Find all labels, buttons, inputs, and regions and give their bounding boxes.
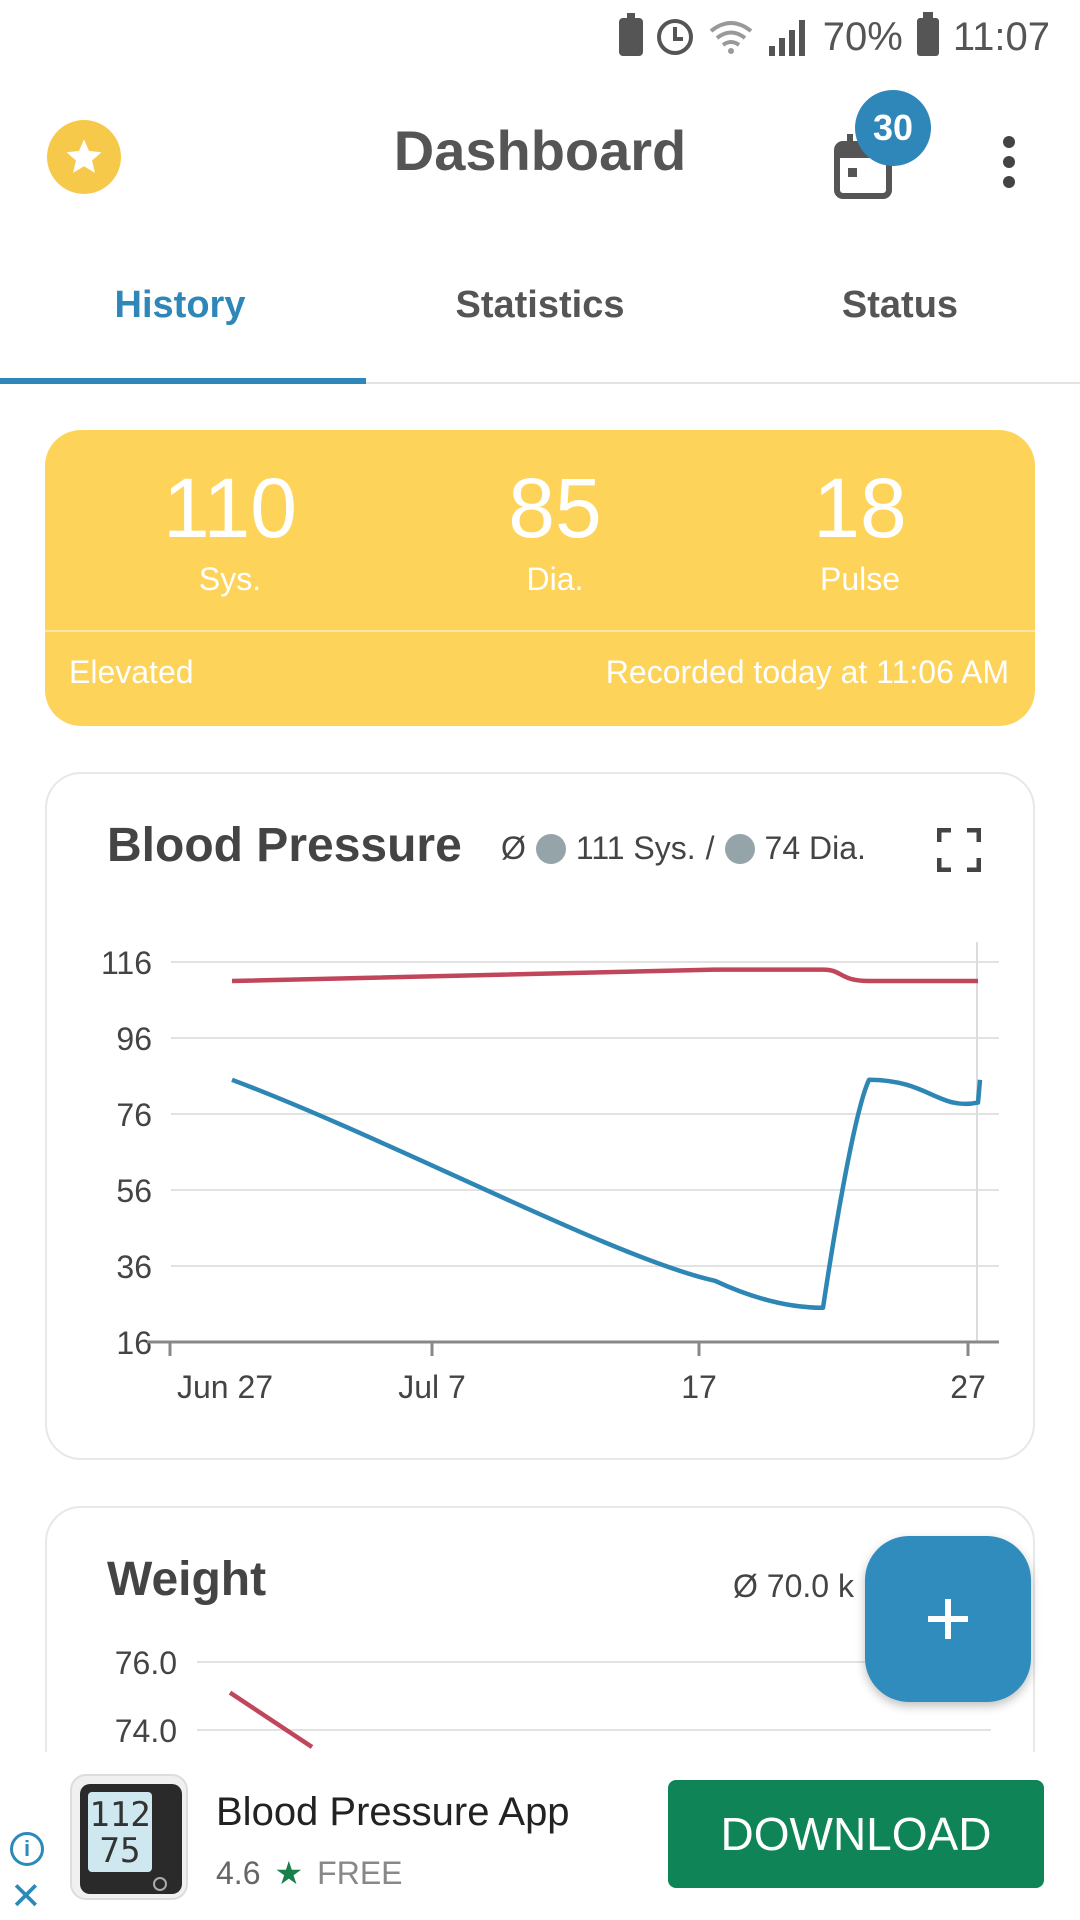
pulse-value-group: 18 Pulse bbox=[770, 460, 950, 598]
menu-dot bbox=[1003, 156, 1015, 168]
ad-info-icon[interactable]: i bbox=[10, 1832, 44, 1866]
alarm-icon bbox=[656, 19, 693, 55]
dia-legend-dot bbox=[724, 833, 755, 864]
expand-chart-button[interactable] bbox=[936, 827, 982, 873]
ad-price: FREE bbox=[317, 1854, 403, 1891]
avg-separator: / bbox=[705, 830, 715, 866]
avg-systolic: 111 Sys. bbox=[575, 830, 696, 866]
ad-banner[interactable]: i ✕ 112 75 Blood Pressure App 4.6 ★ FREE… bbox=[0, 1752, 1080, 1920]
y-tick-label: 116 bbox=[101, 945, 152, 981]
star-icon: ★ bbox=[274, 1855, 304, 1891]
svg-text:75: 75 bbox=[100, 1831, 141, 1871]
y-tick-label: 76.0 bbox=[115, 1645, 177, 1681]
battery-saver-icon bbox=[618, 13, 643, 56]
calendar-badge: 30 bbox=[855, 90, 931, 166]
systolic-value: 110 bbox=[163, 461, 297, 555]
average-symbol: Ø bbox=[501, 830, 526, 866]
x-tick-label: 27 bbox=[950, 1369, 986, 1405]
diastolic-value: 85 bbox=[508, 461, 602, 555]
clock: 11:07 bbox=[952, 14, 1050, 59]
y-tick-label: 36 bbox=[116, 1249, 152, 1285]
status-bar: 70% 11:07 bbox=[0, 0, 1080, 74]
y-tick-label: 76 bbox=[116, 1097, 152, 1133]
diastolic-label: Dia. bbox=[526, 561, 584, 597]
overflow-menu-button[interactable] bbox=[993, 132, 1025, 192]
battery-percent: 70% bbox=[822, 14, 903, 59]
y-tick-label: 16 bbox=[116, 1325, 152, 1361]
wifi-icon bbox=[709, 21, 753, 54]
recorded-time: Recorded today at 11:06 AM bbox=[605, 654, 1009, 690]
reading-footer: Elevated Recorded today at 11:06 AM bbox=[69, 654, 1009, 691]
more-vert-icon bbox=[1003, 136, 1015, 148]
weight-average: Ø 70.0 k bbox=[733, 1568, 854, 1604]
blood-pressure-card[interactable]: 16 36 56 76 96 116 Jun 27 Jul 7 17 27 Blood Press… bbox=[45, 772, 1035, 1460]
weight-card-title: Weight bbox=[107, 1553, 267, 1606]
ad-title[interactable]: Blood Pressure App bbox=[216, 1790, 570, 1834]
pulse-value: 18 bbox=[813, 461, 907, 555]
ad-download-button[interactable]: DOWNLOAD bbox=[668, 1780, 1044, 1888]
sys-legend-dot bbox=[535, 833, 566, 864]
x-tick-label: 17 bbox=[681, 1369, 717, 1405]
fullscreen-icon bbox=[936, 827, 982, 873]
weight-series-line bbox=[228, 1690, 314, 1749]
ad-subtitle: 4.6 ★ FREE bbox=[216, 1854, 403, 1892]
status-icons: 70% 11:07 bbox=[618, 12, 1050, 62]
bp-card-title: Blood Pressure bbox=[107, 819, 462, 872]
systolic-label: Sys. bbox=[198, 561, 262, 597]
x-tick-label: Jun 27 bbox=[177, 1369, 273, 1405]
y-tick-label: 96 bbox=[116, 1021, 152, 1057]
tab-statistics[interactable]: Statistics bbox=[455, 284, 625, 326]
plus-icon bbox=[928, 1599, 968, 1639]
latest-reading-card[interactable]: 110 Sys. 85 Dia. 18 Pulse Elevated Recor… bbox=[45, 430, 1035, 726]
y-tick-label: 56 bbox=[116, 1173, 152, 1209]
diastolic-value-group: 85 Dia. bbox=[465, 460, 645, 598]
ad-rating: 4.6 bbox=[216, 1854, 261, 1891]
svg-text:112: 112 bbox=[89, 1795, 150, 1835]
tab-history[interactable]: History bbox=[0, 248, 366, 384]
bp-monitor-icon: 112 75 bbox=[80, 1784, 182, 1894]
ad-close-icon[interactable]: ✕ bbox=[10, 1876, 42, 1918]
add-entry-button[interactable] bbox=[865, 1536, 1031, 1702]
menu-dot bbox=[1003, 176, 1015, 188]
pulse-label: Pulse bbox=[819, 561, 901, 597]
battery-icon bbox=[916, 12, 939, 56]
signal-icon bbox=[768, 18, 809, 56]
tab-bar: History Statistics Status bbox=[0, 248, 1080, 384]
premium-star-button[interactable] bbox=[47, 120, 121, 194]
reading-values bbox=[45, 430, 1035, 632]
tab-status[interactable]: Status bbox=[841, 284, 959, 326]
systolic-value-group: 110 Sys. bbox=[140, 460, 320, 598]
bp-average: Ø 111 Sys. / 74 Dia. bbox=[501, 830, 866, 867]
bp-category: Elevated bbox=[69, 654, 194, 690]
diastolic-series-line bbox=[231, 1077, 983, 1311]
blood-pressure-chart: 16 36 56 76 96 116 Jun 27 Jul 7 17 27 bbox=[101, 942, 999, 1405]
x-tick-label: Jul 7 bbox=[398, 1369, 466, 1405]
weight-chart: 76.0 74.0 bbox=[115, 1645, 991, 1749]
page-title: Dashboard bbox=[393, 119, 687, 182]
star-icon bbox=[66, 139, 102, 173]
ad-app-icon[interactable]: 112 75 bbox=[70, 1774, 188, 1900]
systolic-series-line bbox=[231, 967, 978, 984]
y-tick-label: 74.0 bbox=[115, 1713, 177, 1749]
avg-diastolic: 74 Dia. bbox=[764, 830, 866, 866]
app-bar: Dashboard 30 bbox=[0, 74, 1080, 234]
